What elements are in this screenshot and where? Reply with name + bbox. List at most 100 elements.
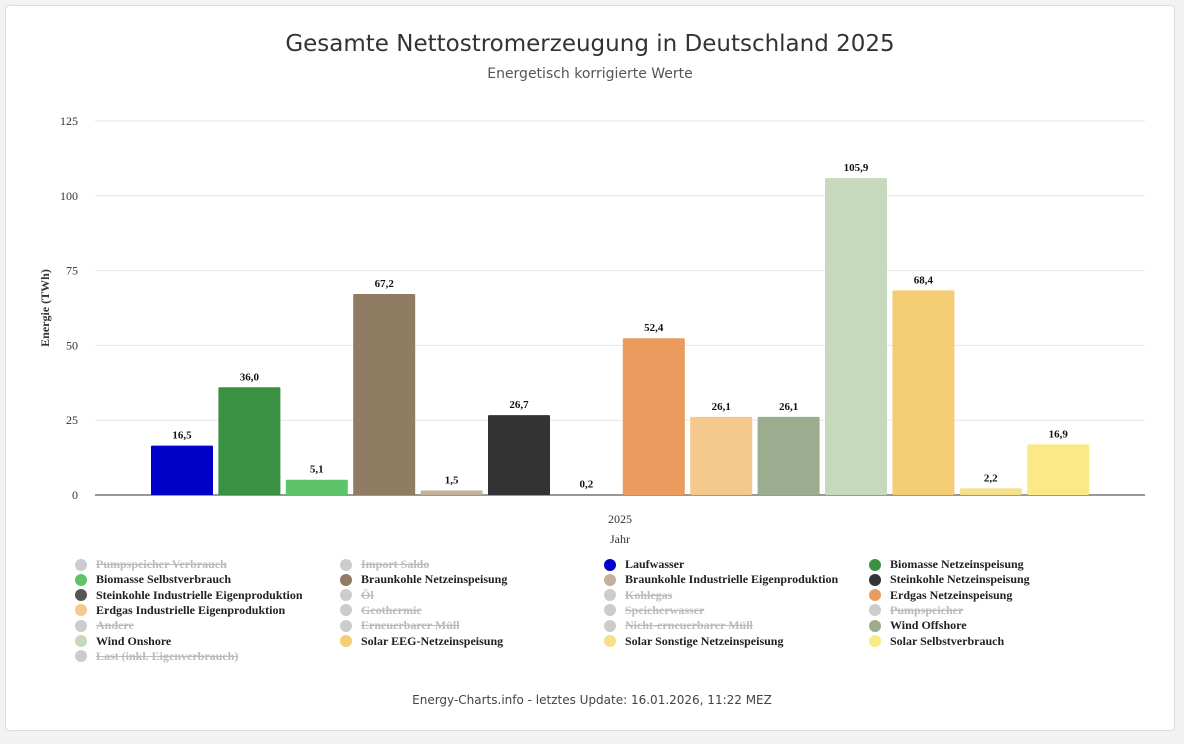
legend-marker-icon [869, 619, 881, 632]
data-label: 26,1 [779, 401, 798, 413]
bar-laufwasser [151, 445, 213, 495]
legend-item[interactable]: Pumpspeicher Verbrauch [75, 557, 227, 572]
legend-marker-icon [340, 589, 352, 602]
legend-item[interactable]: Braunkohle Netzeinspeisung [340, 572, 507, 587]
legend-item[interactable]: Öl [340, 588, 374, 603]
y-tick-label: 75 [66, 264, 78, 278]
legend-marker-icon [869, 573, 881, 586]
legend-marker-icon [604, 558, 616, 571]
legend-marker-icon [604, 604, 616, 617]
data-label: 16,9 [1049, 428, 1069, 440]
y-tick-label: 0 [72, 488, 78, 502]
legend-item[interactable]: Erdgas Netzeinspeisung [869, 588, 1012, 603]
legend-item[interactable]: Solar Sonstige Netzeinspeisung [604, 634, 783, 649]
y-tick-label: 100 [60, 189, 78, 203]
data-label: 36,0 [240, 371, 260, 383]
bar-solar-sonstige-netzeinspeisung [959, 488, 1022, 495]
legend-label: Biomasse Netzeinspeisung [890, 557, 1024, 571]
legend-item[interactable]: Wind Offshore [869, 618, 967, 633]
legend-marker-icon [75, 635, 87, 647]
legend-marker-icon [75, 558, 87, 571]
legend-item[interactable]: Erneuerbarer Müll [340, 618, 460, 633]
data-label: 26,7 [509, 399, 529, 411]
legend-label: Last (inkl. Eigenverbrauch) [96, 648, 239, 663]
legend-item[interactable]: Braunkohle Industrielle Eigenproduktion [604, 572, 838, 587]
bar-steinkohle-industrielle-eigenproduktion [555, 494, 618, 495]
legend-label: Braunkohle Industrielle Eigenproduktion [625, 572, 839, 587]
y-tick-label: 25 [66, 413, 78, 427]
legend-label: Pumpspeicher [890, 602, 964, 617]
x-axis-title: Jahr [610, 532, 630, 546]
legend-marker-icon [604, 635, 616, 647]
legend-label: Geothermie [361, 602, 422, 617]
legend-item[interactable]: Steinkohle Netzeinspeisung [869, 572, 1030, 587]
legend-marker-icon [340, 635, 352, 647]
chart-card: Gesamte Nettostromerzeugung in Deutschla… [5, 5, 1175, 731]
legend-marker-icon [340, 558, 352, 571]
legend-item[interactable]: Steinkohle Industrielle Eigenproduktion [75, 588, 303, 603]
legend-marker-icon [869, 604, 881, 617]
legend-item[interactable]: Solar EEG-Netzeinspeisung [340, 634, 503, 649]
legend-label: Import Saldo [361, 557, 430, 571]
legend-item[interactable]: Kohlegas [604, 588, 672, 603]
bar-solar-eeg-netzeinspeisung [892, 290, 955, 495]
legend-item[interactable]: Biomasse Netzeinspeisung [869, 557, 1024, 572]
legend-marker-icon [869, 558, 881, 571]
legend-item[interactable]: Geothermie [340, 603, 422, 618]
legend-label: Biomasse Selbstverbrauch [96, 572, 231, 587]
legend-label: Nicht-erneuerbarer Müll [625, 618, 753, 633]
bar-solar-selbstverbrauch [1027, 444, 1090, 495]
bar-erdgas-netzeinspeisung [622, 338, 685, 495]
legend-item[interactable]: Nicht-erneuerbarer Müll [604, 618, 753, 633]
bar-braunkohle-netzeinspeisung [353, 293, 416, 495]
legend-item[interactable]: Speicherwasser [604, 603, 704, 618]
data-label: 68,4 [914, 274, 934, 286]
legend-marker-icon [869, 635, 881, 647]
legend-label: Erdgas Netzeinspeisung [890, 587, 1013, 602]
legend-label: Laufwasser [625, 557, 685, 571]
legend-label: Speicherwasser [625, 602, 705, 617]
legend-label: Erdgas Industrielle Eigenproduktion [96, 602, 286, 617]
data-label: 1,5 [445, 475, 459, 487]
legend-item[interactable]: Wind Onshore [75, 634, 171, 649]
data-label: 0,2 [580, 478, 594, 490]
legend-marker-icon [75, 650, 87, 663]
legend-marker-icon [75, 604, 87, 617]
legend-label: Kohlegas [625, 587, 673, 602]
legend-label: Wind Onshore [96, 633, 172, 648]
legend-label: Öl [361, 587, 374, 602]
legend-item[interactable]: Pumpspeicher [869, 603, 963, 618]
legend-label: Erneuerbarer Müll [361, 618, 460, 633]
legend-item[interactable]: Andere [75, 618, 134, 633]
bar-biomasse-selbstverbrauch [285, 479, 348, 495]
chart-title: Gesamte Nettostromerzeugung in Deutschla… [285, 31, 895, 57]
y-tick-label: 125 [60, 114, 78, 128]
legend-item[interactable]: Last (inkl. Eigenverbrauch) [75, 649, 238, 664]
data-label: 52,4 [644, 322, 664, 334]
x-tick-label: 2025 [608, 512, 632, 526]
legend-marker-icon [604, 589, 616, 602]
bar-wind-onshore [825, 178, 887, 495]
legend-item[interactable]: Laufwasser [604, 557, 684, 572]
legend-label: Wind Offshore [890, 618, 967, 633]
data-label: 2,2 [984, 472, 998, 484]
legend-marker-icon [604, 619, 616, 632]
legend-item[interactable]: Erdgas Industrielle Eigenproduktion [75, 603, 285, 618]
bar-wind-offshore [757, 416, 820, 495]
legend-marker-icon [340, 619, 352, 632]
bar-erdgas-industrielle-eigenproduktion [690, 416, 753, 495]
data-label: 67,2 [375, 278, 395, 290]
legend-marker-icon [604, 573, 616, 586]
legend-label: Solar Selbstverbrauch [890, 633, 1005, 648]
data-label: 5,1 [310, 464, 324, 476]
legend-item[interactable]: Import Saldo [340, 557, 429, 572]
bar-biomasse-netzeinspeisung [218, 387, 281, 495]
legend-item[interactable]: Solar Selbstverbrauch [869, 634, 1004, 649]
legend-item[interactable]: Biomasse Selbstverbrauch [75, 572, 231, 587]
data-label: 26,1 [712, 401, 731, 413]
y-tick-label: 50 [66, 338, 78, 352]
bar-steinkohle-netzeinspeisung [488, 415, 550, 495]
legend-label: Steinkohle Netzeinspeisung [890, 572, 1030, 587]
